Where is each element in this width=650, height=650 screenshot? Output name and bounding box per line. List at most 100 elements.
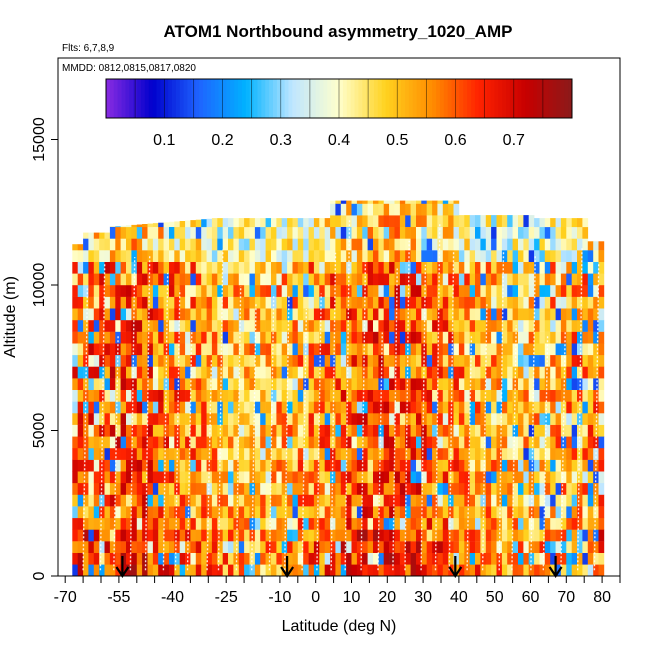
heatmap-cell <box>104 261 111 274</box>
heatmap-cell <box>115 273 121 286</box>
heatmap-cell <box>136 471 143 484</box>
heatmap-cell <box>265 250 272 262</box>
heatmap-cell <box>217 273 223 286</box>
heatmap-cell <box>432 331 438 344</box>
heatmap-cell <box>571 517 578 530</box>
heatmap-cell <box>421 250 427 262</box>
heatmap-cell <box>566 482 572 495</box>
heatmap-cell <box>544 250 551 262</box>
heatmap-cell <box>163 517 170 530</box>
heatmap-cell <box>292 471 299 484</box>
heatmap-cell <box>432 552 438 565</box>
heatmap-cell <box>287 529 293 542</box>
heatmap-cell <box>421 517 427 530</box>
heatmap-cell <box>115 541 121 553</box>
heatmap-cell <box>346 471 352 484</box>
heatmap-cell <box>271 517 277 530</box>
heatmap-cell <box>126 552 132 565</box>
heatmap-cell <box>453 506 460 519</box>
heatmap-cell <box>464 319 470 332</box>
heatmap-cell <box>179 494 186 507</box>
colorbar-segment <box>412 79 418 118</box>
colorbar-segment <box>106 79 111 118</box>
heatmap-cell <box>77 285 84 297</box>
heatmap-cell <box>174 517 180 530</box>
heatmap-cell <box>120 448 127 460</box>
heatmap-cell <box>378 273 385 286</box>
heatmap-cell <box>99 401 105 414</box>
colorbar-segment <box>416 79 421 118</box>
heatmap-cell <box>571 354 578 367</box>
heatmap-cell <box>475 215 481 227</box>
heatmap-cell <box>507 273 513 286</box>
heatmap-cell <box>88 471 95 484</box>
heatmap-cell <box>271 331 277 344</box>
heatmap-cell <box>373 448 379 460</box>
heatmap-cell <box>496 378 503 390</box>
heatmap-cell <box>109 506 116 519</box>
heatmap-cell <box>206 494 213 507</box>
heatmap-cell <box>356 378 363 390</box>
heatmap-cell <box>217 296 223 309</box>
heatmap-cell <box>421 448 427 460</box>
heatmap-cell <box>72 552 78 565</box>
colorbar-segment <box>276 79 282 118</box>
heatmap-cell <box>319 226 325 239</box>
heatmap-cell <box>308 366 315 379</box>
heatmap-cell <box>265 354 272 367</box>
heatmap-cell <box>179 436 186 449</box>
heatmap-cell <box>195 552 202 565</box>
heatmap-cell <box>362 459 368 472</box>
heatmap-cell <box>373 343 379 356</box>
heatmap-cell <box>313 541 320 553</box>
heatmap-cell <box>228 389 234 402</box>
heatmap-cell <box>399 200 406 204</box>
heatmap-cell <box>88 564 95 577</box>
heatmap-cell <box>469 226 476 239</box>
heatmap-cell <box>496 541 503 553</box>
heatmap-cell <box>351 413 358 425</box>
heatmap-cell <box>351 564 358 577</box>
heatmap-cell <box>432 285 438 297</box>
heatmap-cell <box>281 494 288 507</box>
heatmap-cell <box>185 238 191 251</box>
heatmap-cell <box>297 308 304 321</box>
profile-arrows <box>115 556 563 578</box>
heatmap-cell <box>115 296 121 309</box>
heatmap-cell <box>303 389 309 402</box>
heatmap-cell <box>405 471 411 484</box>
heatmap-cell <box>271 401 277 414</box>
heatmap-cell <box>131 401 138 414</box>
heatmap-cell <box>254 343 261 356</box>
heatmap-cell <box>453 436 460 449</box>
heatmap-cell <box>109 529 116 542</box>
heatmap-cell <box>152 482 159 495</box>
heatmap-cell <box>383 366 390 379</box>
heatmap-cell <box>115 319 121 332</box>
heatmap-cell <box>190 482 197 495</box>
heatmap-cell <box>281 506 288 519</box>
heatmap-cell <box>281 459 288 472</box>
heatmap-cell <box>507 529 513 542</box>
heatmap-cell <box>313 343 320 356</box>
heatmap-cell <box>190 220 197 228</box>
heatmap-cell <box>469 506 476 519</box>
heatmap-cell <box>147 424 154 437</box>
heatmap-cell <box>582 354 589 367</box>
heatmap-cell <box>335 494 342 507</box>
heatmap-cell <box>147 366 154 379</box>
heatmap-cell <box>276 308 283 321</box>
heatmap-cell <box>297 238 304 251</box>
heatmap-cell <box>158 319 164 332</box>
heatmap-cell <box>593 424 599 437</box>
heatmap-cell <box>271 308 277 321</box>
heatmap-cell <box>362 517 368 530</box>
heatmap-cell <box>136 366 143 379</box>
heatmap-cell <box>120 506 127 519</box>
heatmap-cell <box>340 296 347 309</box>
heatmap-cell <box>496 354 503 367</box>
heatmap-cell <box>544 448 551 460</box>
heatmap-cell <box>292 238 299 251</box>
heatmap-cell <box>222 494 229 507</box>
heatmap-cell <box>163 541 170 553</box>
